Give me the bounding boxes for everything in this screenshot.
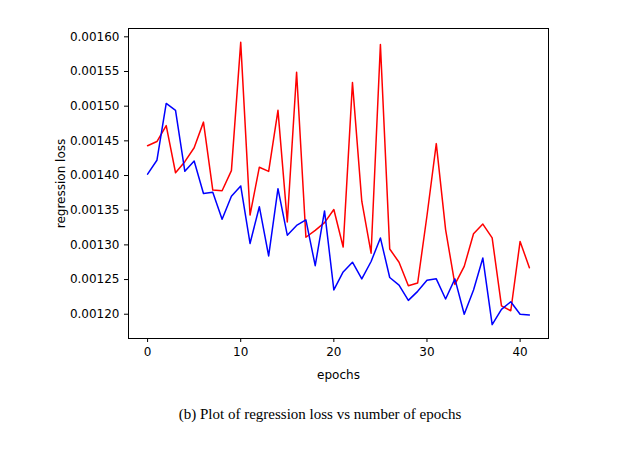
svg-text:10: 10	[233, 345, 248, 359]
svg-text:0: 0	[144, 345, 152, 359]
svg-text:40: 40	[512, 345, 527, 359]
svg-text:0.00150: 0.00150	[70, 99, 120, 113]
svg-text:30: 30	[419, 345, 434, 359]
svg-text:regression loss: regression loss	[54, 139, 68, 229]
svg-text:0.00125: 0.00125	[70, 272, 120, 286]
html-text:(b) Plot of regression loss vs: (b) Plot of regression loss vs number of…	[178, 406, 462, 422]
svg-text:0.00120: 0.00120	[70, 307, 120, 321]
svg-text:0.00145: 0.00145	[70, 134, 120, 148]
svg-text:epochs: epochs	[317, 368, 360, 382]
svg-text:0.00140: 0.00140	[70, 168, 120, 182]
svg-text:0.00160: 0.00160	[70, 30, 120, 44]
svg-text:0.00155: 0.00155	[70, 64, 120, 78]
svg-text:0.00130: 0.00130	[70, 238, 120, 252]
svg-text:20: 20	[326, 345, 341, 359]
svg-text:0.00135: 0.00135	[70, 203, 120, 217]
